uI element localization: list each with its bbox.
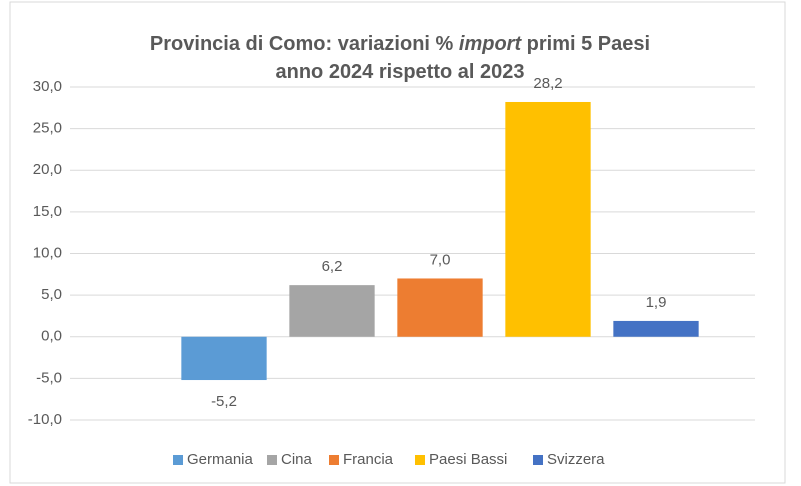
title-part: Provincia di Como: variazioni % xyxy=(150,33,459,55)
legend-swatch xyxy=(329,455,339,465)
y-tick-label: -10,0 xyxy=(28,411,62,428)
chart-border xyxy=(9,1,786,484)
legend-swatch xyxy=(267,455,277,465)
bar xyxy=(289,285,375,337)
title-line: anno 2024 rispetto al 2023 xyxy=(275,61,524,83)
y-tick-label: 15,0 xyxy=(33,203,62,220)
data-label: 1,9 xyxy=(646,294,667,311)
data-label: 7,0 xyxy=(430,251,451,268)
chart-title: Provincia di Como: variazioni % import p… xyxy=(150,33,650,83)
y-tick-label: 30,0 xyxy=(33,78,62,95)
legend-swatch xyxy=(173,455,183,465)
legend-label: Svizzera xyxy=(547,451,605,468)
legend-label: Germania xyxy=(187,451,254,468)
legend-label: Francia xyxy=(343,451,394,468)
y-tick-label: 0,0 xyxy=(41,328,62,345)
data-label: 6,2 xyxy=(322,258,343,275)
title-part: anno 2024 rispetto al 2023 xyxy=(275,61,524,83)
legend-label: Paesi Bassi xyxy=(429,451,507,468)
bar xyxy=(505,101,591,337)
data-label: -5,2 xyxy=(211,393,237,410)
bar xyxy=(181,336,267,381)
title-part: primi 5 Paesi xyxy=(521,33,650,55)
legend-label: Cina xyxy=(281,451,313,468)
bar xyxy=(613,320,699,337)
title-line: Provincia di Como: variazioni % import p… xyxy=(150,33,650,55)
title-part: import xyxy=(459,33,523,55)
y-tick-label: -5,0 xyxy=(36,369,62,386)
y-tick-label: 5,0 xyxy=(41,286,62,303)
legend-swatch xyxy=(533,455,543,465)
y-tick-label: 10,0 xyxy=(33,244,62,261)
y-tick-label: 25,0 xyxy=(33,120,62,137)
y-tick-label: 20,0 xyxy=(33,161,62,178)
data-label: 28,2 xyxy=(533,75,562,92)
legend-swatch xyxy=(415,455,425,465)
bar xyxy=(397,278,483,337)
